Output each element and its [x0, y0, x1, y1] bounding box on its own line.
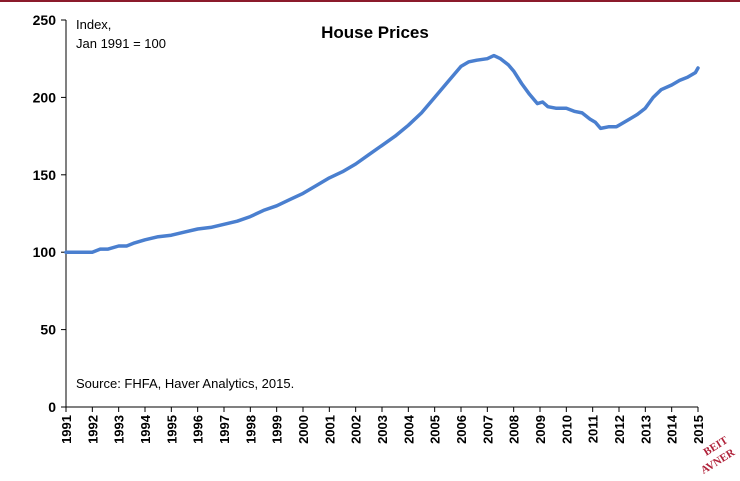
x-tick-label: 1993 [112, 415, 127, 444]
axes [61, 19, 699, 412]
y-tick-label: 50 [40, 322, 56, 338]
y-tick-label: 150 [33, 167, 57, 183]
top-rule [0, 0, 740, 2]
x-tick-labels: 1991 1992 1993 1994 1995 1996 1997 1998 1999 2000… [59, 414, 706, 444]
x-tick-label: 2005 [428, 415, 443, 444]
y-axis-label: Index, [76, 17, 111, 32]
chart-title: House Prices [321, 23, 429, 42]
x-tick-label: 2008 [507, 415, 522, 444]
series-line-house-price-index [64, 53, 700, 254]
x-tick-label: 2010 [559, 415, 574, 444]
beit-avner-logo: BEIT AVNER [699, 434, 738, 477]
x-tick-label: 2001 [322, 415, 337, 444]
x-tick-label: 2011 [586, 415, 601, 443]
x-tick-label: 2014 [665, 414, 680, 444]
x-tick-label: 2013 [638, 415, 653, 444]
y-tick-label: 0 [48, 399, 56, 415]
x-tick-label: 1999 [270, 415, 285, 444]
source-note: Source: FHFA, Haver Analytics, 2015. [76, 376, 294, 391]
y-tick-label: 200 [33, 89, 57, 105]
x-tick-label: 2002 [349, 415, 364, 444]
x-tick-label: 1994 [138, 414, 153, 444]
x-tick-label: 2003 [375, 415, 390, 444]
x-tick-label: 1995 [164, 415, 179, 444]
x-tick-label: 2007 [480, 415, 495, 444]
y-tick-label: 250 [33, 12, 57, 28]
x-tick-label: 1997 [217, 415, 232, 444]
x-tick-label: 2004 [401, 414, 416, 444]
x-tick-label: 2000 [296, 415, 311, 444]
x-tick-label: 2006 [454, 415, 469, 444]
y-tick-label: 100 [33, 244, 57, 260]
x-tick-label: 1996 [191, 415, 206, 444]
x-tick-label: 2009 [533, 415, 548, 444]
x-tick-label: 1992 [85, 415, 100, 444]
y-axis-label-base: Jan 1991 = 100 [76, 36, 166, 51]
x-tick-label: 2015 [691, 415, 706, 444]
y-tick-labels: 0 50 100 150 200 250 [33, 12, 57, 415]
x-tick-label: 1998 [243, 415, 258, 444]
x-tick-label: 2012 [612, 415, 627, 444]
x-tick-label: 1991 [59, 415, 74, 444]
